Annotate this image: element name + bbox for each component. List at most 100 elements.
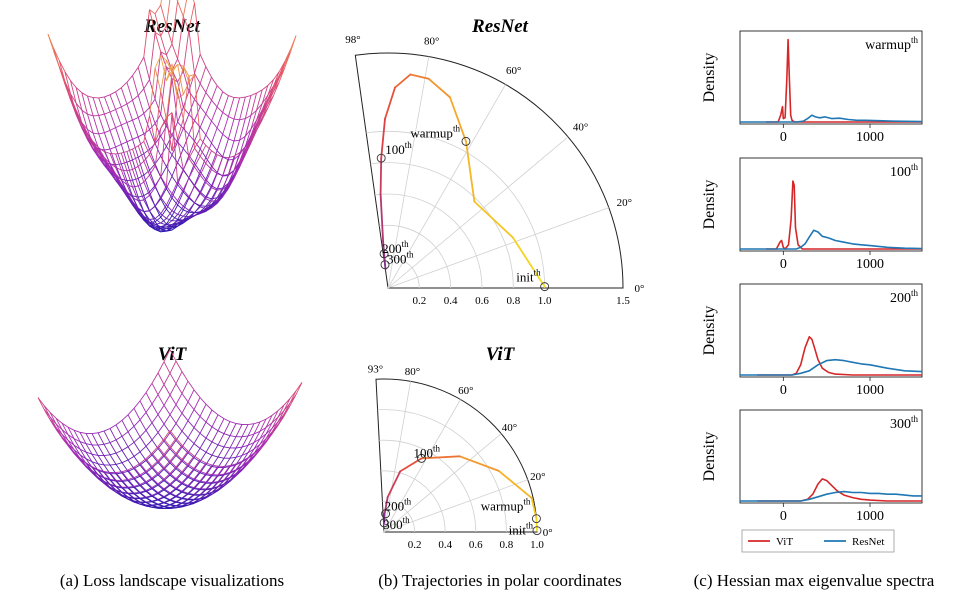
resnet-surface-mesh-line bbox=[137, 185, 145, 201]
vit-polar-marker bbox=[417, 453, 426, 463]
vit-surface-mesh-line bbox=[265, 422, 273, 428]
vit-polar-theta-grid bbox=[383, 433, 502, 533]
resnet-surface-mesh-line bbox=[143, 216, 150, 220]
resnet-surface-mesh-line bbox=[194, 148, 201, 164]
vit-surface-mesh-line bbox=[199, 459, 207, 464]
resnet-surface-mesh-line bbox=[165, 72, 173, 120]
vit-surface-mesh-line bbox=[169, 492, 177, 497]
vit-surface-mesh-line bbox=[193, 494, 201, 500]
vit-surface-mesh-line bbox=[259, 418, 267, 432]
vit-surface-mesh-line bbox=[139, 481, 147, 485]
vit-surface-mesh-line bbox=[103, 454, 111, 457]
resnet-polar-trajectory-segment bbox=[409, 73, 430, 80]
resnet-surface-mesh-line bbox=[177, 215, 184, 222]
vit-surface-mesh-line bbox=[127, 441, 135, 448]
vit-surface-mesh-line bbox=[199, 462, 207, 472]
panel-b-top-title: ResNet bbox=[471, 16, 529, 37]
vit-surface-mesh-line bbox=[163, 507, 171, 509]
resnet-surface-mesh-line bbox=[166, 224, 173, 228]
vit-surface-mesh-line bbox=[115, 419, 123, 426]
resnet-surface-mesh-line bbox=[211, 200, 218, 208]
resnet-surface-mesh-line bbox=[115, 152, 122, 155]
vit-surface-mesh-line bbox=[55, 417, 63, 424]
resnet-surface-mesh-line bbox=[216, 156, 224, 174]
resnet-surface-mesh-line bbox=[149, 142, 156, 155]
panel-b: ResNet 0° 20° 40° 60° 80° 98° 0.2 0.4 0.6 0.8 1.0 1… bbox=[345, 16, 644, 590]
resnet-surface-mesh-line bbox=[154, 213, 161, 220]
vit-surface-mesh-line bbox=[151, 498, 159, 502]
resnet-surface-mesh-line bbox=[182, 209, 190, 217]
panel-a-caption: (a) Loss landscape visualizations bbox=[60, 571, 284, 590]
resnet-surface-mesh-line bbox=[149, 222, 156, 227]
resnet-surface-mesh-line bbox=[239, 146, 246, 164]
vit-surface-mesh-line bbox=[163, 446, 171, 455]
resnet-surface-mesh-line bbox=[177, 16, 184, 60]
resnet-surface-mesh-line bbox=[165, 193, 173, 206]
vit-surface-mesh-line bbox=[199, 493, 207, 496]
resnet-surface-mesh-line bbox=[126, 191, 133, 198]
spectrum-ylabel: Density bbox=[701, 306, 718, 356]
resnet-polar-trajectory-segment bbox=[382, 240, 386, 263]
resnet-surface-mesh-line bbox=[199, 127, 207, 136]
resnet-surface-mesh-line bbox=[216, 91, 224, 108]
resnet-surface-mesh-line bbox=[194, 106, 201, 121]
vit-surface-mesh-line bbox=[175, 501, 183, 504]
vit-surface-mesh-line bbox=[127, 414, 135, 427]
vit-surface-mesh-line bbox=[151, 472, 159, 479]
vit-surface-mesh-line bbox=[277, 415, 285, 425]
vit-surface-mesh-line bbox=[217, 456, 225, 459]
vit-surface-mesh-line bbox=[151, 394, 159, 405]
resnet-surface-mesh-line bbox=[75, 87, 83, 111]
vit-surface-mesh-line bbox=[199, 437, 207, 449]
resnet-surface-mesh-line bbox=[205, 92, 212, 101]
resnet-surface-mesh-line bbox=[126, 184, 133, 198]
vit-surface-mesh-line bbox=[145, 403, 153, 413]
vit-surface-mesh-line bbox=[139, 429, 147, 438]
vit-surface-mesh-line bbox=[169, 453, 177, 462]
vit-surface-mesh-line bbox=[169, 501, 177, 505]
resnet-surface-mesh-line bbox=[171, 92, 179, 152]
vit-surface-mesh-line bbox=[163, 361, 171, 374]
vit-surface-mesh-line bbox=[241, 444, 249, 448]
resnet-surface-mesh-line bbox=[177, 107, 184, 123]
resnet-surface-mesh-line bbox=[160, 0, 162, 6]
vit-surface-mesh-line bbox=[181, 412, 189, 422]
resnet-surface-mesh-line bbox=[115, 91, 122, 108]
resnet-surface-mesh-line bbox=[154, 4, 162, 15]
vit-surface-mesh-line bbox=[151, 477, 159, 485]
vit-surface-mesh-line bbox=[139, 436, 147, 447]
vit-surface-mesh-line bbox=[241, 457, 249, 467]
vit-surface-mesh-line bbox=[109, 442, 117, 454]
vit-surface-mesh-line bbox=[229, 423, 237, 436]
resnet-surface-mesh-line bbox=[171, 225, 178, 231]
resnet-surface-mesh-line bbox=[199, 148, 207, 158]
vit-surface-mesh-line bbox=[193, 433, 201, 444]
vit-surface-mesh-line bbox=[103, 430, 111, 443]
vit-surface-mesh-line bbox=[211, 474, 219, 483]
resnet-surface-mesh-line bbox=[126, 122, 133, 140]
vit-surface-mesh-line bbox=[55, 428, 63, 439]
vit-surface-mesh-line bbox=[205, 474, 213, 483]
vit-surface-mesh-line bbox=[235, 460, 243, 465]
resnet-surface-mesh-line bbox=[199, 155, 207, 164]
vit-surface-mesh-line bbox=[163, 467, 171, 474]
resnet-surface-mesh-line bbox=[160, 213, 167, 219]
resnet-surface-mesh-line bbox=[188, 2, 195, 30]
resnet-surface-mesh-line bbox=[250, 92, 257, 96]
resnet-surface-mesh-line bbox=[160, 55, 167, 81]
resnet-surface-mesh-line bbox=[115, 180, 122, 189]
vit-surface-mesh-line bbox=[115, 435, 123, 441]
resnet-surface-mesh-line bbox=[211, 172, 218, 186]
vit-polar-marker-label: 300th bbox=[383, 515, 410, 532]
vit-surface-mesh-line bbox=[151, 452, 159, 462]
vit-surface-mesh-line bbox=[49, 416, 57, 428]
resnet-surface-mesh-line bbox=[81, 109, 88, 115]
resnet-surface-mesh-line bbox=[98, 150, 105, 159]
resnet-surface-mesh-line bbox=[165, 78, 173, 127]
vit-surface-mesh-line bbox=[67, 439, 75, 450]
resnet-surface-mesh-line bbox=[120, 187, 128, 196]
resnet-surface-mesh-line bbox=[137, 56, 145, 68]
resnet-surface-mesh-line bbox=[115, 178, 122, 187]
resnet-surface-mesh-line bbox=[120, 124, 128, 142]
resnet-surface-mesh-line bbox=[199, 208, 207, 214]
